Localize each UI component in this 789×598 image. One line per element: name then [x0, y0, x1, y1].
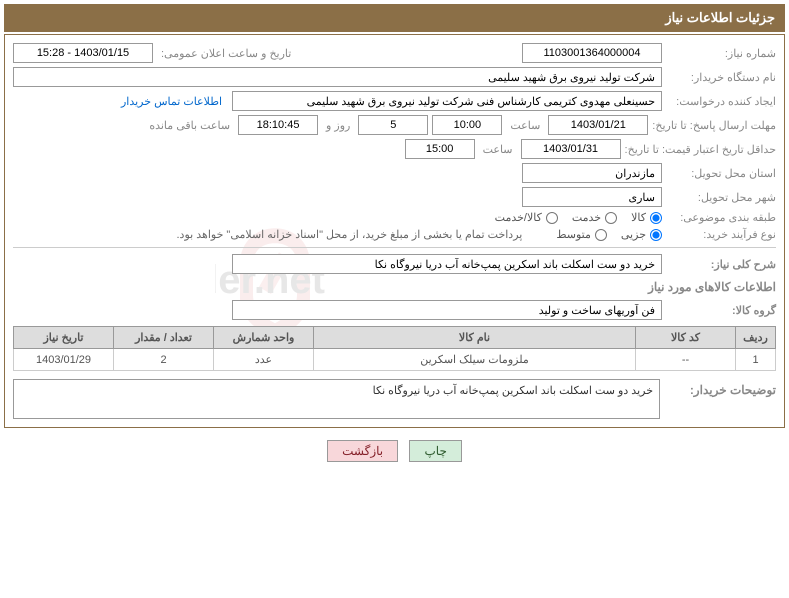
row-delivery-province: استان محل تحویل:	[13, 163, 776, 183]
category-both-label: کالا/خدمت	[495, 211, 542, 224]
delivery-province-label: استان محل تحویل:	[666, 167, 776, 180]
delivery-city-label: شهر محل تحویل:	[666, 191, 776, 204]
category-goods-option[interactable]: کالا	[631, 211, 662, 224]
process-partial-label: جزیی	[621, 228, 646, 241]
category-label: طبقه بندی موضوعی:	[666, 211, 776, 224]
requester-input[interactable]	[232, 91, 662, 111]
page-header: جزئیات اطلاعات نیاز	[4, 4, 785, 32]
goods-group-input[interactable]	[232, 300, 662, 320]
goods-group-label: گروه کالا:	[666, 304, 776, 317]
delivery-city-input[interactable]	[522, 187, 662, 207]
need-number-label: شماره نیاز:	[666, 47, 776, 60]
row-need-number: شماره نیاز: تاریخ و ساعت اعلان عمومی:	[13, 43, 776, 63]
remaining-label: ساعت باقی مانده	[145, 119, 234, 132]
process-partial-radio[interactable]	[650, 229, 662, 241]
process-partial-option[interactable]: جزیی	[621, 228, 662, 241]
validity-date-input[interactable]	[521, 139, 621, 159]
process-label: نوع فرآیند خرید:	[666, 228, 776, 241]
category-both-option[interactable]: کالا/خدمت	[495, 211, 558, 224]
category-goods-label: کالا	[631, 211, 646, 224]
validity-time-input[interactable]	[405, 139, 475, 159]
th-unit: واحد شمارش	[214, 327, 314, 349]
delivery-province-input[interactable]	[522, 163, 662, 183]
deadline-label: مهلت ارسال پاسخ: تا تاریخ:	[652, 119, 776, 132]
content-panel: AriaTender.net شماره نیاز: تاریخ و ساعت …	[4, 34, 785, 428]
td-row: 1	[736, 349, 776, 371]
row-deadline: مهلت ارسال پاسخ: تا تاریخ: ساعت روز و سا…	[13, 115, 776, 135]
days-remaining-input[interactable]	[358, 115, 428, 135]
row-category: طبقه بندی موضوعی: کالا خدمت کالا/خدمت	[13, 211, 776, 224]
td-qty: 2	[114, 349, 214, 371]
buyer-notes-label: توضیحات خریدار:	[666, 379, 776, 397]
requester-label: ایجاد کننده درخواست:	[666, 95, 776, 108]
category-both-radio[interactable]	[546, 212, 558, 224]
deadline-time-input[interactable]	[432, 115, 502, 135]
td-date: 1403/01/29	[14, 349, 114, 371]
table-header-row: ردیف کد کالا نام کالا واحد شمارش تعداد /…	[14, 327, 776, 349]
td-name: ملزومات سیلک اسکرین	[314, 349, 636, 371]
deadline-time-label: ساعت	[506, 119, 544, 132]
td-code: --	[636, 349, 736, 371]
row-process: نوع فرآیند خرید: جزیی متوسط پرداخت تمام …	[13, 228, 776, 241]
category-radio-group: کالا خدمت کالا/خدمت	[495, 211, 662, 224]
goods-table: ردیف کد کالا نام کالا واحد شمارش تعداد /…	[13, 326, 776, 371]
th-name: نام کالا	[314, 327, 636, 349]
row-buyer-org: نام دستگاه خریدار:	[13, 67, 776, 87]
row-delivery-city: شهر محل تحویل:	[13, 187, 776, 207]
row-buyer-notes: توضیحات خریدار: خرید دو ست اسکلت باند اس…	[13, 379, 776, 419]
print-button[interactable]: چاپ	[409, 440, 461, 462]
th-row: ردیف	[736, 327, 776, 349]
th-date: تاریخ نیاز	[14, 327, 114, 349]
days-and-label: روز و	[322, 119, 354, 132]
buyer-org-input[interactable]	[13, 67, 662, 87]
button-row: چاپ بازگشت	[4, 428, 785, 466]
announce-datetime-input[interactable]	[13, 43, 153, 63]
goods-info-title: اطلاعات کالاهای مورد نیاز	[13, 280, 776, 294]
table-row: 1 -- ملزومات سیلک اسکرین عدد 2 1403/01/2…	[14, 349, 776, 371]
deadline-date-input[interactable]	[548, 115, 648, 135]
hours-remaining-input[interactable]	[238, 115, 318, 135]
need-desc-label: شرح کلی نیاز:	[666, 258, 776, 271]
buyer-notes-box[interactable]: خرید دو ست اسکلت باند اسکرین پمپ‌خانه آب…	[13, 379, 660, 419]
row-goods-group: گروه کالا:	[13, 300, 776, 320]
divider-1	[13, 247, 776, 248]
process-medium-option[interactable]: متوسط	[556, 228, 607, 241]
row-requester: ایجاد کننده درخواست: اطلاعات تماس خریدار	[13, 91, 776, 111]
process-medium-label: متوسط	[556, 228, 591, 241]
process-radio-group: جزیی متوسط	[556, 228, 662, 241]
validity-label: حداقل تاریخ اعتبار قیمت: تا تاریخ:	[625, 143, 776, 156]
category-goods-radio[interactable]	[650, 212, 662, 224]
row-need-desc: شرح کلی نیاز:	[13, 254, 776, 274]
th-code: کد کالا	[636, 327, 736, 349]
validity-time-label: ساعت	[479, 143, 517, 156]
announce-datetime-label: تاریخ و ساعت اعلان عمومی:	[157, 47, 295, 60]
back-button[interactable]: بازگشت	[327, 440, 398, 462]
category-services-option[interactable]: خدمت	[572, 211, 617, 224]
buyer-contact-link[interactable]: اطلاعات تماس خریدار	[115, 95, 228, 108]
process-medium-radio[interactable]	[595, 229, 607, 241]
th-qty: تعداد / مقدار	[114, 327, 214, 349]
payment-note: پرداخت تمام یا بخشی از مبلغ خرید، از محل…	[177, 228, 523, 241]
need-desc-input[interactable]	[232, 254, 662, 274]
td-unit: عدد	[214, 349, 314, 371]
category-services-radio[interactable]	[605, 212, 617, 224]
page-title: جزئیات اطلاعات نیاز	[665, 10, 775, 25]
buyer-org-label: نام دستگاه خریدار:	[666, 71, 776, 84]
row-validity: حداقل تاریخ اعتبار قیمت: تا تاریخ: ساعت	[13, 139, 776, 159]
need-number-input[interactable]	[522, 43, 662, 63]
category-services-label: خدمت	[572, 211, 601, 224]
